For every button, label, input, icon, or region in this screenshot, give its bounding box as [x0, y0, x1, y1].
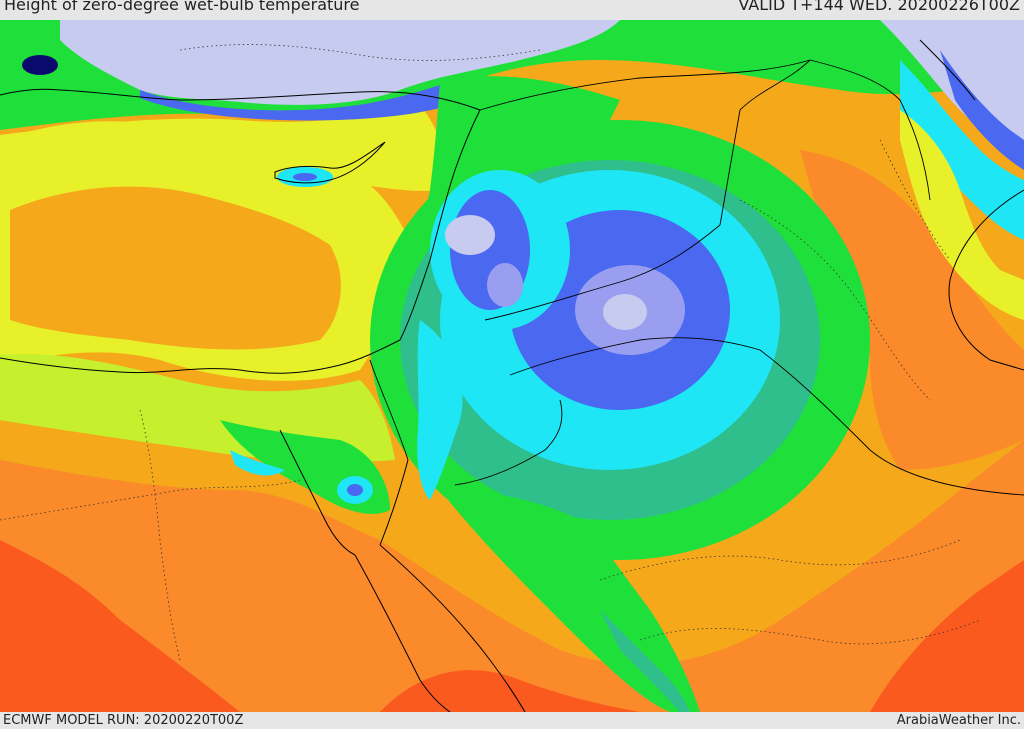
field-yellow-ne: [900, 110, 1024, 320]
political-borders: [369, 59, 1024, 496]
field-cyan-sinai-tongue: [417, 320, 463, 500]
field-blue-sinai-south: [347, 484, 363, 496]
map-canvas: [0, 20, 1024, 712]
field-orange-egypt: [10, 186, 341, 350]
field-yellow-north: [0, 105, 447, 191]
field-dark-orange-east: [800, 150, 1024, 470]
field-cyan-sinai: [230, 450, 285, 476]
internal-border-egypt-2: [139, 409, 181, 661]
border-iraq-saudi: [759, 349, 1024, 496]
coastlines: [0, 39, 1024, 712]
coastline-cyprus: [274, 141, 386, 184]
field-teal-south: [600, 610, 690, 712]
coastline-gulf-aqaba: [379, 459, 409, 546]
internal-border-iraq: [739, 199, 931, 401]
coastline-levant: [399, 109, 481, 341]
field-below-range-north: [60, 20, 620, 105]
field-blue-ne: [940, 50, 1024, 170]
border-saudi-jordan: [454, 399, 563, 486]
credit: ArabiaWeather Inc.: [896, 713, 1021, 728]
border-iran-north: [809, 59, 931, 201]
coastline-caspian-hint: [919, 39, 976, 101]
field-blue-cyprus: [293, 173, 317, 181]
valid-time: VALID T+144 WED. 20200226T00Z: [738, 0, 1020, 14]
border-egypt-israel: [369, 359, 409, 461]
field-below-range-lebanon: [445, 215, 495, 255]
field-below-range-core: [603, 294, 647, 330]
coastline-red-sea-east: [379, 544, 526, 712]
weather-map: [0, 20, 1024, 712]
coastline-gulf-suez: [279, 429, 356, 556]
header-bar: Height of zero-degree wet-bulb temperatu…: [0, 0, 1024, 20]
border-turkey-syria: [479, 59, 811, 111]
coastline-red-sea-west: [354, 554, 451, 712]
border-iraq-iran: [719, 59, 811, 226]
field-cyan-ne: [900, 60, 1024, 240]
coastline-egypt-libya: [0, 339, 401, 374]
map-title: Height of zero-degree wet-bulb temperatu…: [4, 0, 360, 14]
field-dark-orange: [0, 440, 1024, 712]
field-blue-north-edge: [140, 81, 520, 121]
coastline-gulf: [948, 189, 1024, 371]
internal-border-turkey: [179, 44, 541, 61]
border-syria-iraq: [484, 224, 721, 321]
coastline-turkey: [0, 88, 481, 111]
footer-bar: ECMWF MODEL RUN: 20200220T00Z ArabiaWeat…: [0, 712, 1024, 729]
field-red-orange-south: [380, 670, 640, 712]
field-red-orange-east: [870, 560, 1024, 712]
internal-border-iran: [879, 139, 951, 261]
model-run: ECMWF MODEL RUN: 20200220T00Z: [3, 713, 244, 728]
internal-borders: [0, 44, 981, 661]
internal-border-saudi-2: [639, 619, 981, 645]
field-sea-dark-aegean: [22, 55, 58, 75]
field-lavender-hauran: [487, 263, 523, 307]
field-red-orange-west: [0, 540, 240, 712]
border-jordan: [509, 337, 761, 376]
